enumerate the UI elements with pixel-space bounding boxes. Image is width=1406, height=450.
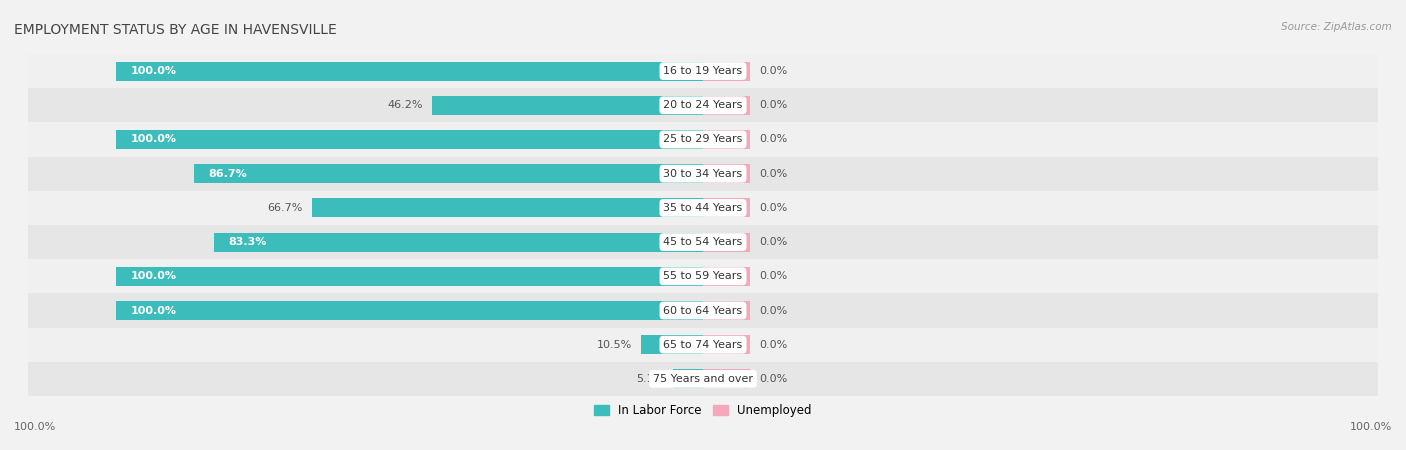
Text: 0.0%: 0.0% [759,271,787,281]
Bar [117,267,703,286]
Text: 0.0%: 0.0% [759,203,787,213]
Text: 100.0%: 100.0% [131,135,177,144]
Bar [312,198,703,217]
Text: 60 to 64 Years: 60 to 64 Years [664,306,742,315]
Bar [28,157,1378,191]
Bar [673,369,703,388]
Bar [703,62,749,81]
Text: 0.0%: 0.0% [759,237,787,247]
Bar [641,335,703,354]
Text: 20 to 24 Years: 20 to 24 Years [664,100,742,110]
Bar [117,301,703,320]
Bar [703,267,749,286]
Text: 100.0%: 100.0% [131,306,177,315]
Text: 46.2%: 46.2% [388,100,423,110]
Text: 0.0%: 0.0% [759,100,787,110]
Legend: In Labor Force, Unemployed: In Labor Force, Unemployed [595,405,811,418]
Text: 0.0%: 0.0% [759,169,787,179]
Bar [28,88,1378,122]
Bar [28,225,1378,259]
Text: EMPLOYMENT STATUS BY AGE IN HAVENSVILLE: EMPLOYMENT STATUS BY AGE IN HAVENSVILLE [14,22,337,36]
Bar [703,198,749,217]
Text: 66.7%: 66.7% [267,203,302,213]
Bar [28,54,1378,88]
Bar [703,96,749,115]
Text: 0.0%: 0.0% [759,306,787,315]
Text: 100.0%: 100.0% [1350,422,1392,432]
Bar [703,233,749,252]
Text: Source: ZipAtlas.com: Source: ZipAtlas.com [1281,22,1392,32]
Text: 0.0%: 0.0% [759,374,787,384]
Text: 10.5%: 10.5% [598,340,633,350]
Bar [28,328,1378,362]
Text: 86.7%: 86.7% [209,169,247,179]
Text: 30 to 34 Years: 30 to 34 Years [664,169,742,179]
Bar [703,369,749,388]
Text: 75 Years and over: 75 Years and over [652,374,754,384]
Text: 25 to 29 Years: 25 to 29 Years [664,135,742,144]
Bar [28,122,1378,157]
Bar [28,362,1378,396]
Text: 0.0%: 0.0% [759,66,787,76]
Bar [117,62,703,81]
Text: 0.0%: 0.0% [759,340,787,350]
Text: 5.1%: 5.1% [636,374,664,384]
Text: 45 to 54 Years: 45 to 54 Years [664,237,742,247]
Bar [28,293,1378,328]
Text: 83.3%: 83.3% [229,237,267,247]
Text: 55 to 59 Years: 55 to 59 Years [664,271,742,281]
Text: 100.0%: 100.0% [14,422,56,432]
Text: 0.0%: 0.0% [759,135,787,144]
Text: 16 to 19 Years: 16 to 19 Years [664,66,742,76]
Bar [28,191,1378,225]
Text: 35 to 44 Years: 35 to 44 Years [664,203,742,213]
Text: 100.0%: 100.0% [131,66,177,76]
Bar [194,164,703,183]
Bar [117,130,703,149]
Text: 100.0%: 100.0% [131,271,177,281]
Bar [432,96,703,115]
Bar [28,259,1378,293]
Bar [214,233,703,252]
Bar [703,130,749,149]
Text: 65 to 74 Years: 65 to 74 Years [664,340,742,350]
Bar [703,301,749,320]
Bar [703,335,749,354]
Bar [703,164,749,183]
